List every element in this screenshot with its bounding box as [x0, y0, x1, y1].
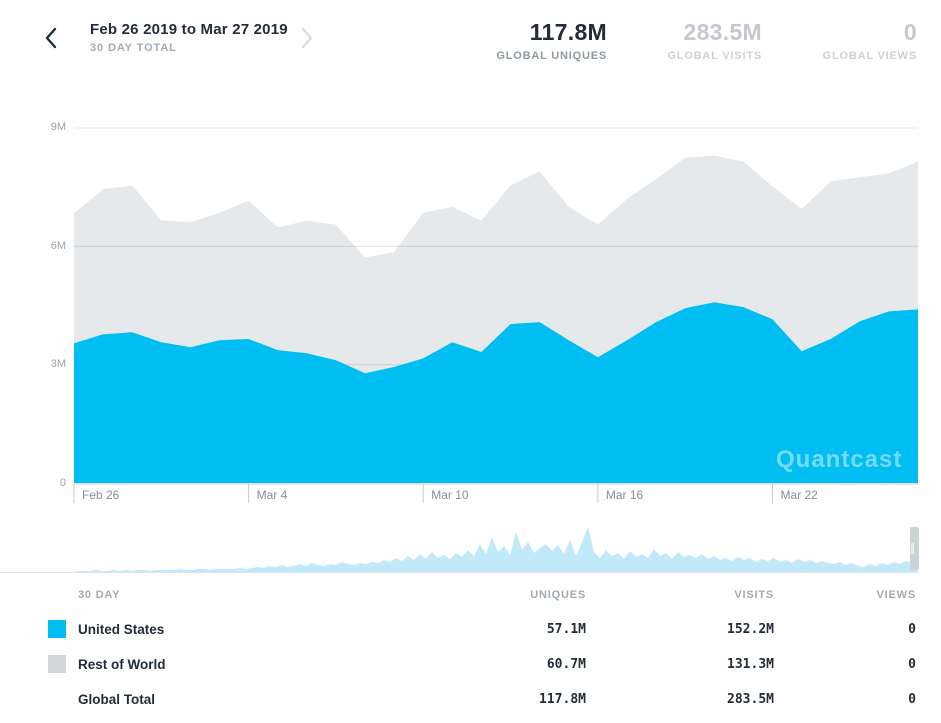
- y-tick-6m: 6M: [50, 240, 66, 252]
- y-tick-9m: 9M: [50, 121, 66, 133]
- row-uniques-value: 60.7M: [546, 657, 586, 672]
- stat-global-views[interactable]: 0 GLOBAL VIEWS: [823, 19, 917, 62]
- united-states-area: [74, 302, 918, 483]
- x-tick-mar22: Mar 22: [780, 488, 818, 502]
- x-axis-band: [73, 483, 918, 503]
- brush-drag-handle[interactable]: [910, 527, 919, 570]
- stat-global-visits[interactable]: 283.5M GLOBAL VISITS: [667, 19, 762, 62]
- united-states-swatch: [48, 620, 66, 638]
- quantcast-watermark: Quantcast: [776, 446, 903, 473]
- table-header-period: 30 DAY: [78, 589, 121, 601]
- x-tick-mar10: Mar 10: [431, 488, 469, 502]
- row-views-value: 0: [908, 657, 916, 672]
- table-row-global-label: Global Total: [78, 692, 155, 707]
- table-row-us-label: United States: [78, 622, 165, 637]
- chevron-left-icon: [44, 27, 58, 49]
- global-visits-value: 283.5M: [683, 19, 762, 45]
- table-header-views: VIEWS: [876, 589, 916, 601]
- us-uniques-value: 57.1M: [546, 622, 586, 637]
- handle-notch: [911, 543, 914, 554]
- rest-of-world-swatch: [48, 655, 66, 673]
- global-uniques-label: GLOBAL UNIQUES: [496, 50, 607, 62]
- global-visits-label: GLOBAL VISITS: [667, 50, 762, 62]
- us-visits-value: 152.2M: [727, 622, 774, 637]
- stat-global-uniques[interactable]: 117.8M GLOBAL UNIQUES: [496, 19, 607, 62]
- global-visits-cell: 283.5M: [727, 692, 774, 707]
- global-uniques-value: 117.8M: [529, 19, 607, 45]
- x-tick-feb26: Feb 26: [82, 488, 120, 502]
- date-range-block: Feb 26 2019 to Mar 27 2019 30 DAY TOTAL: [90, 21, 288, 54]
- date-range-label: Feb 26 2019 to Mar 27 2019: [90, 21, 288, 38]
- global-views-label: GLOBAL VIEWS: [822, 50, 917, 62]
- us-views-value: 0: [908, 622, 916, 637]
- chevron-right-icon: [300, 27, 314, 49]
- x-tick-mar16: Mar 16: [605, 488, 644, 502]
- y-tick-3m: 3M: [50, 358, 66, 370]
- row-visits-value: 131.3M: [727, 657, 774, 672]
- global-uniques-cell: 117.8M: [539, 692, 586, 707]
- table-row-row-label: Rest of World: [78, 657, 166, 672]
- period-label: 30 DAY TOTAL: [90, 42, 177, 54]
- prev-period-button[interactable]: [38, 24, 64, 52]
- brush-sparkline[interactable]: [0, 527, 918, 572]
- table-header-uniques: UNIQUES: [530, 589, 586, 601]
- next-period-button[interactable]: [294, 24, 320, 52]
- global-views-cell: 0: [908, 692, 916, 707]
- y-tick-0: 0: [59, 477, 66, 489]
- table-header-visits: VISITS: [734, 589, 774, 601]
- global-views-value: 0: [903, 19, 917, 45]
- x-tick-mar4: Mar 4: [256, 488, 288, 502]
